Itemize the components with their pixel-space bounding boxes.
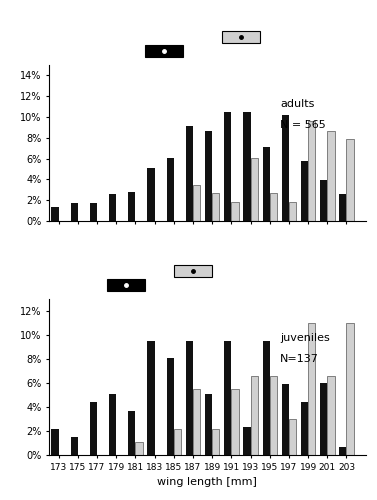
Bar	[167, 158, 174, 221]
Bar	[205, 130, 212, 221]
FancyBboxPatch shape	[145, 45, 183, 57]
Bar	[262, 147, 270, 221]
Bar	[243, 112, 251, 221]
Bar	[90, 402, 97, 455]
Bar	[289, 202, 296, 221]
Bar	[289, 419, 296, 455]
Bar	[174, 428, 181, 455]
Bar	[51, 428, 58, 455]
FancyBboxPatch shape	[222, 31, 260, 43]
Bar	[109, 394, 116, 455]
Bar	[231, 202, 239, 221]
Bar	[109, 194, 116, 221]
Bar	[251, 376, 258, 455]
Bar	[186, 341, 193, 455]
Bar	[128, 192, 135, 221]
Bar	[346, 139, 354, 221]
Bar	[270, 193, 277, 221]
Bar	[70, 204, 78, 221]
Text: juveniles: juveniles	[280, 334, 330, 344]
Bar	[282, 115, 289, 221]
Bar	[251, 158, 258, 221]
Bar	[320, 180, 327, 221]
Bar	[339, 446, 346, 455]
Text: N = 565: N = 565	[280, 120, 326, 130]
Bar	[135, 442, 143, 455]
FancyBboxPatch shape	[107, 279, 145, 291]
Bar	[224, 112, 231, 221]
Bar	[51, 208, 58, 221]
Bar	[193, 389, 200, 455]
Bar	[308, 121, 315, 221]
Bar	[128, 410, 135, 455]
Bar	[147, 341, 155, 455]
Bar	[147, 168, 155, 221]
Bar	[70, 437, 78, 455]
Bar	[212, 428, 219, 455]
Bar	[282, 384, 289, 455]
Bar	[243, 428, 251, 455]
FancyBboxPatch shape	[174, 265, 212, 277]
Bar	[339, 194, 346, 221]
X-axis label: wing length [mm]: wing length [mm]	[158, 477, 257, 487]
Bar	[327, 376, 334, 455]
Bar	[301, 402, 308, 455]
Text: N=137: N=137	[280, 354, 319, 364]
Bar	[346, 323, 354, 455]
Bar	[301, 160, 308, 221]
Bar	[167, 358, 174, 455]
Bar	[193, 184, 200, 221]
Bar	[205, 394, 212, 455]
Bar	[308, 323, 315, 455]
Bar	[186, 126, 193, 221]
Bar	[320, 383, 327, 455]
Bar	[270, 376, 277, 455]
Bar	[90, 204, 97, 221]
Bar	[224, 341, 231, 455]
Text: adults: adults	[280, 100, 314, 110]
Bar	[327, 130, 334, 221]
Bar	[231, 389, 239, 455]
Bar	[262, 341, 270, 455]
Bar	[212, 193, 219, 221]
